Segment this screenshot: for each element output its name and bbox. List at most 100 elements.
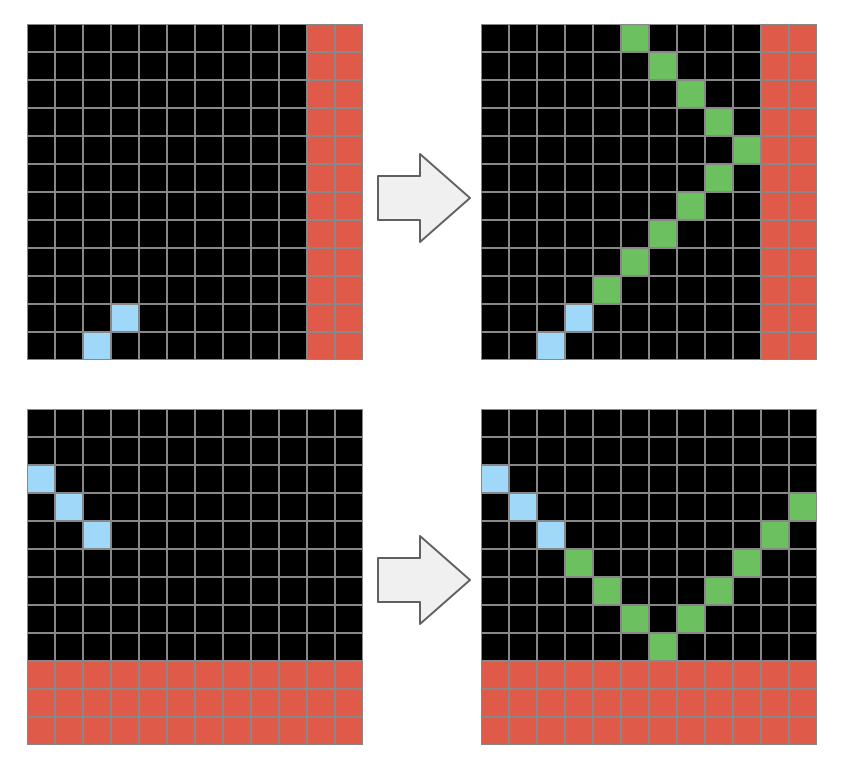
grid-cell bbox=[565, 577, 593, 605]
example-1-output-grid bbox=[481, 24, 817, 360]
grid-cell bbox=[593, 248, 621, 276]
wall-cell bbox=[537, 717, 565, 745]
grid-cell bbox=[509, 192, 537, 220]
grid-cell bbox=[167, 276, 195, 304]
wall-cell bbox=[335, 689, 363, 717]
grid-cell bbox=[27, 605, 55, 633]
grid-cell bbox=[251, 220, 279, 248]
grid-cell bbox=[139, 437, 167, 465]
grid-cell bbox=[705, 192, 733, 220]
grid-cell bbox=[111, 276, 139, 304]
grid-cell bbox=[27, 521, 55, 549]
wall-cell bbox=[761, 220, 789, 248]
wall-cell bbox=[307, 52, 335, 80]
grid-cell bbox=[649, 549, 677, 577]
grid-cell bbox=[83, 605, 111, 633]
grid-cell bbox=[789, 577, 817, 605]
grid-cell bbox=[195, 108, 223, 136]
grid-cell bbox=[55, 276, 83, 304]
grid-cell bbox=[223, 248, 251, 276]
grid-cell bbox=[279, 465, 307, 493]
grid-cell bbox=[139, 549, 167, 577]
grid-cell bbox=[649, 276, 677, 304]
grid-cell bbox=[307, 605, 335, 633]
grid-cell bbox=[195, 465, 223, 493]
grid-cell bbox=[509, 521, 537, 549]
start-cell bbox=[83, 332, 111, 360]
grid-cell bbox=[621, 164, 649, 192]
wall-cell bbox=[307, 304, 335, 332]
grid-cell bbox=[537, 164, 565, 192]
path-cell bbox=[733, 549, 761, 577]
grid-cell bbox=[139, 164, 167, 192]
grid-cell bbox=[55, 136, 83, 164]
grid-cell bbox=[705, 521, 733, 549]
wall-cell bbox=[335, 661, 363, 689]
grid-cell bbox=[27, 304, 55, 332]
grid-cell bbox=[733, 577, 761, 605]
start-cell bbox=[537, 332, 565, 360]
wall-cell bbox=[649, 661, 677, 689]
grid-cell bbox=[335, 577, 363, 605]
grid-cell bbox=[335, 521, 363, 549]
grid-cell bbox=[621, 577, 649, 605]
grid-cell bbox=[195, 409, 223, 437]
wall-cell bbox=[307, 24, 335, 52]
wall-cell bbox=[195, 689, 223, 717]
grid-cell bbox=[111, 549, 139, 577]
grid-cell bbox=[111, 248, 139, 276]
grid-cell bbox=[167, 605, 195, 633]
start-cell bbox=[565, 304, 593, 332]
wall-cell bbox=[761, 661, 789, 689]
grid-cell bbox=[649, 605, 677, 633]
grid-cell bbox=[705, 465, 733, 493]
wall-cell bbox=[733, 661, 761, 689]
grid-cell bbox=[733, 276, 761, 304]
grid-cell bbox=[509, 577, 537, 605]
grid-cell bbox=[195, 521, 223, 549]
path-cell bbox=[593, 276, 621, 304]
grid-cell bbox=[537, 409, 565, 437]
grid-cell bbox=[139, 192, 167, 220]
grid-cell bbox=[481, 52, 509, 80]
wall-cell bbox=[649, 717, 677, 745]
grid-cell bbox=[565, 409, 593, 437]
grid-cell bbox=[565, 521, 593, 549]
wall-cell bbox=[307, 192, 335, 220]
grid-cell bbox=[509, 332, 537, 360]
wall-cell bbox=[335, 192, 363, 220]
grid-cell bbox=[223, 577, 251, 605]
grid-cell bbox=[481, 521, 509, 549]
wall-cell bbox=[789, 136, 817, 164]
grid-cell bbox=[279, 493, 307, 521]
grid-cell bbox=[335, 605, 363, 633]
grid-cell bbox=[83, 304, 111, 332]
grid-cell bbox=[593, 332, 621, 360]
grid-cell bbox=[621, 136, 649, 164]
wall-cell bbox=[27, 717, 55, 745]
grid-cell bbox=[565, 164, 593, 192]
grid-cell bbox=[677, 577, 705, 605]
grid-cell bbox=[167, 465, 195, 493]
grid-cell bbox=[705, 136, 733, 164]
grid-cell bbox=[111, 437, 139, 465]
grid-cell bbox=[195, 493, 223, 521]
grid-cell bbox=[677, 549, 705, 577]
wall-cell bbox=[139, 689, 167, 717]
wall-cell bbox=[251, 661, 279, 689]
grid-cell bbox=[83, 24, 111, 52]
grid-cell bbox=[565, 276, 593, 304]
path-cell bbox=[705, 108, 733, 136]
grid-cell bbox=[27, 80, 55, 108]
grid-cell bbox=[27, 52, 55, 80]
grid-cell bbox=[27, 276, 55, 304]
grid-cell bbox=[307, 521, 335, 549]
grid-cell bbox=[251, 332, 279, 360]
wall-cell bbox=[27, 661, 55, 689]
grid-cell bbox=[705, 549, 733, 577]
grid-cell bbox=[481, 136, 509, 164]
wall-cell bbox=[335, 304, 363, 332]
wall-cell bbox=[509, 661, 537, 689]
grid-cell bbox=[111, 108, 139, 136]
grid-cell bbox=[593, 52, 621, 80]
